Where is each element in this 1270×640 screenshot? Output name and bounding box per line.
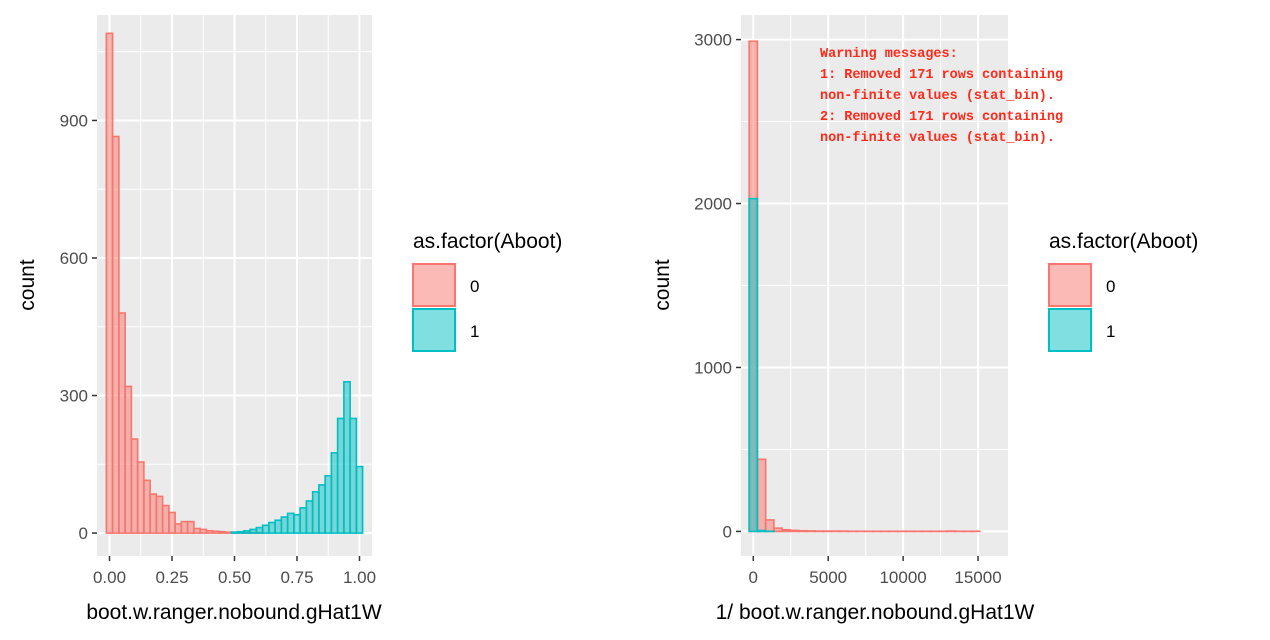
bar-series-1 bbox=[293, 513, 301, 534]
y-axis-left: 0 300 600 900 bbox=[60, 111, 97, 543]
bar-series-1 bbox=[286, 512, 295, 534]
bar-series-1 bbox=[236, 530, 245, 534]
warning-line-1: Warning messages: bbox=[820, 47, 958, 62]
bar-series-1 bbox=[355, 465, 364, 534]
bar-series-1 bbox=[261, 524, 270, 534]
bar-series-1 bbox=[299, 507, 308, 534]
bar-series-1 bbox=[349, 417, 358, 534]
y-tick-label: 0 bbox=[723, 522, 732, 541]
x-tick-label: 10000 bbox=[879, 568, 926, 587]
bar-series-1 bbox=[343, 380, 351, 534]
legend-key-0-left bbox=[412, 263, 456, 307]
bar-series-0 bbox=[155, 495, 164, 534]
x-axis-title-left: boot.w.ranger.nobound.gHat1W bbox=[86, 601, 382, 624]
bar-series-0 bbox=[193, 527, 201, 534]
legend-key-1-left bbox=[412, 308, 456, 352]
warning-annotation: Warning messages: 1: Removed 171 rows co… bbox=[820, 47, 1063, 146]
legend-label-0-right: 0 bbox=[1106, 277, 1115, 296]
y-tick-label: 1000 bbox=[694, 358, 732, 377]
bar-series-1 bbox=[255, 526, 264, 534]
bar-series-0 bbox=[130, 438, 139, 534]
bar-series-0 bbox=[168, 511, 176, 534]
legend-title-right: as.factor(Aboot) bbox=[1049, 230, 1198, 253]
x-axis-left: 0.00 0.25 0.50 0.75 1.00 bbox=[93, 556, 376, 587]
bar-series-0 bbox=[136, 461, 145, 534]
histogram-left: 0 300 600 900 0.00 0.25 0.50 0.75 1.00 boot.w.r… bbox=[16, 15, 562, 624]
bar-series-0 bbox=[118, 312, 126, 534]
y-tick-label: 300 bbox=[60, 387, 88, 406]
bar-series-0 bbox=[205, 529, 214, 534]
y-tick-label: 0 bbox=[79, 524, 88, 543]
bar-series-0 bbox=[111, 135, 120, 534]
bar-series-0 bbox=[105, 32, 114, 534]
y-tick-label: 900 bbox=[60, 111, 88, 130]
bar-series-0 bbox=[186, 520, 195, 534]
bar-series-1 bbox=[274, 519, 283, 534]
bar-series-0 bbox=[161, 504, 170, 534]
histogram-right: 0 1000 2000 3000 0 5000 10000 15000 1/ boot.w.… bbox=[651, 15, 1198, 624]
x-axis-right: 0 5000 10000 15000 bbox=[749, 556, 1002, 587]
x-axis-title-right: 1/ boot.w.ranger.nobound.gHat1W bbox=[716, 601, 1035, 624]
y-tick-label: 600 bbox=[60, 249, 88, 268]
bar-series-1 bbox=[318, 484, 326, 534]
bar-series-0 bbox=[789, 529, 800, 533]
bar-series-0 bbox=[764, 519, 775, 533]
bar-series-1 bbox=[311, 491, 320, 534]
bar-series-1 bbox=[324, 474, 333, 534]
bar-series-1 bbox=[243, 529, 251, 534]
warning-line-5: non-finite values (stat_bin). bbox=[820, 131, 1055, 146]
warning-line-4: 2: Removed 171 rows containing bbox=[820, 110, 1063, 125]
y-axis-right: 0 1000 2000 3000 bbox=[694, 31, 741, 541]
bar-series-1 bbox=[230, 531, 239, 534]
legend-label-1-left: 1 bbox=[470, 322, 479, 341]
x-tick-label: 0.25 bbox=[155, 568, 188, 587]
bar-series-0 bbox=[199, 528, 208, 534]
warning-line-3: non-finite values (stat_bin). bbox=[820, 89, 1055, 104]
x-tick-label: 0.75 bbox=[280, 568, 313, 587]
bar-series-0 bbox=[218, 530, 226, 534]
x-tick-label: 5000 bbox=[809, 568, 847, 587]
x-tick-label: 0.00 bbox=[93, 568, 126, 587]
bar-series-1 bbox=[330, 452, 339, 534]
bar-series-0 bbox=[149, 493, 158, 534]
bar-series-1 bbox=[280, 516, 289, 534]
x-tick-label: 0 bbox=[749, 568, 758, 587]
bar-series-0 bbox=[773, 527, 783, 533]
warning-line-2: 1: Removed 171 rows containing bbox=[820, 68, 1063, 83]
legend-label-1-right: 1 bbox=[1106, 322, 1115, 341]
bar-series-1 bbox=[336, 417, 345, 534]
y-axis-title-right: count bbox=[651, 259, 674, 311]
bar-series-0 bbox=[143, 479, 151, 534]
bar-series-1 bbox=[748, 197, 759, 533]
y-tick-label: 2000 bbox=[694, 195, 732, 214]
y-axis-title-left: count bbox=[16, 259, 39, 311]
legend-right: as.factor(Aboot) 0 1 bbox=[1048, 230, 1198, 352]
bar-series-0 bbox=[180, 520, 189, 534]
bar-series-1 bbox=[756, 529, 767, 533]
bar-series-0 bbox=[124, 385, 133, 534]
legend-key-0-right bbox=[1048, 263, 1092, 307]
x-tick-label: 1.00 bbox=[343, 568, 376, 587]
legend-title-left: as.factor(Aboot) bbox=[413, 230, 562, 253]
bar-series-0 bbox=[756, 458, 767, 533]
legend-label-0-left: 0 bbox=[470, 277, 479, 296]
legend-key-1-right bbox=[1048, 308, 1092, 352]
bars-left bbox=[105, 32, 364, 534]
bar-series-1 bbox=[268, 521, 276, 534]
bar-series-0 bbox=[797, 529, 808, 533]
bar-series-1 bbox=[249, 528, 258, 534]
bars-right bbox=[748, 40, 981, 533]
legend-left: as.factor(Aboot) 0 1 bbox=[412, 230, 562, 352]
bar-series-0 bbox=[781, 528, 792, 533]
y-tick-label: 3000 bbox=[694, 31, 732, 50]
bar-series-0 bbox=[224, 531, 233, 534]
bar-series-0 bbox=[174, 523, 183, 534]
bar-series-0 bbox=[211, 530, 220, 534]
x-tick-label: 0.50 bbox=[218, 568, 251, 587]
x-tick-label: 15000 bbox=[954, 568, 1001, 587]
bar-series-1 bbox=[305, 500, 314, 534]
